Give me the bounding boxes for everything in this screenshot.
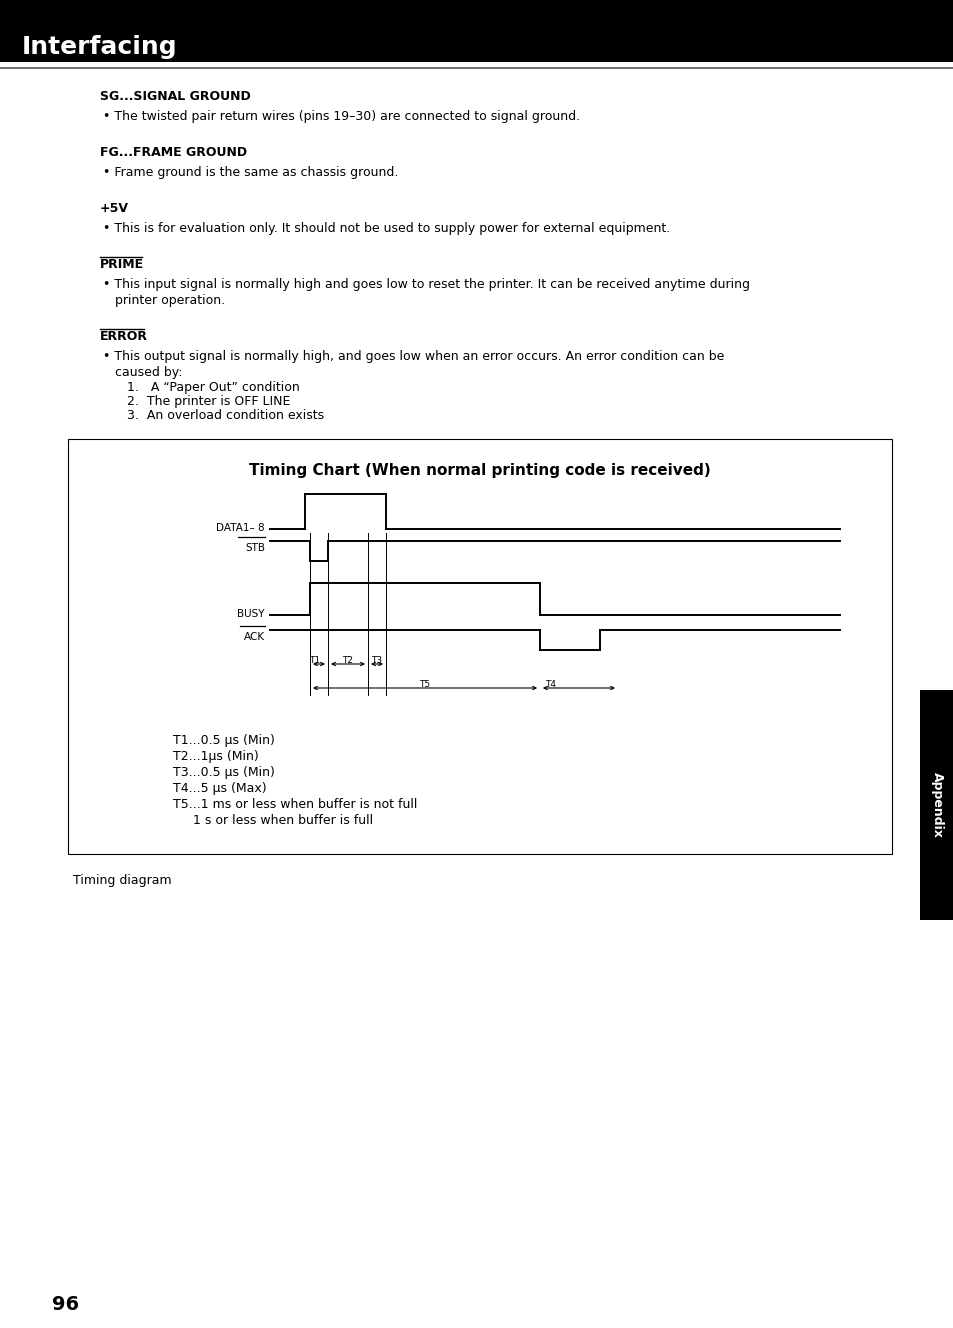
Text: T3: T3 (371, 656, 382, 665)
Text: T2...1μs (Min): T2...1μs (Min) (172, 750, 258, 764)
Text: BUSY: BUSY (237, 610, 265, 619)
Text: STB: STB (245, 543, 265, 552)
Text: 3.  An overload condition exists: 3. An overload condition exists (127, 409, 324, 422)
Text: Appendix: Appendix (929, 772, 943, 838)
Text: T2: T2 (342, 656, 354, 665)
Text: T3...0.5 μs (Min): T3...0.5 μs (Min) (172, 766, 274, 780)
Text: PRIME: PRIME (100, 258, 144, 271)
Text: FG...FRAME GROUND: FG...FRAME GROUND (100, 146, 247, 159)
Text: 1.   A “Paper Out” condition: 1. A “Paper Out” condition (127, 381, 299, 394)
Text: 1 s or less when buffer is full: 1 s or less when buffer is full (172, 814, 373, 827)
Text: DATA1– 8: DATA1– 8 (216, 523, 265, 533)
Text: T5...1 ms or less when buffer is not full: T5...1 ms or less when buffer is not ful… (172, 798, 417, 811)
Text: +5V: +5V (100, 202, 129, 215)
Text: • The twisted pair return wires (pins 19–30) are connected to signal ground.: • The twisted pair return wires (pins 19… (103, 110, 579, 124)
Text: caused by:: caused by: (115, 367, 182, 378)
Bar (68, 440, 891, 854)
Text: Timing diagram: Timing diagram (73, 874, 172, 887)
Text: • Frame ground is the same as chassis ground.: • Frame ground is the same as chassis gr… (103, 166, 398, 179)
Text: • This output signal is normally high, and goes low when an error occurs. An err: • This output signal is normally high, a… (103, 351, 723, 363)
Text: 2.  The printer is OFF LINE: 2. The printer is OFF LINE (127, 394, 290, 408)
Text: printer operation.: printer operation. (115, 293, 225, 307)
Text: T5: T5 (419, 680, 430, 689)
Bar (919, 691, 953, 920)
Text: • This input signal is normally high and goes low to reset the printer. It can b: • This input signal is normally high and… (103, 278, 749, 291)
Text: • This is for evaluation only. It should not be used to supply power for externa: • This is for evaluation only. It should… (103, 222, 670, 235)
Text: T1: T1 (309, 656, 320, 665)
Text: Timing Chart (When normal printing code is received): Timing Chart (When normal printing code … (249, 463, 710, 478)
Text: Interfacing: Interfacing (22, 35, 177, 58)
Text: ACK: ACK (244, 632, 265, 641)
Text: T4: T4 (544, 680, 556, 689)
Text: T1...0.5 μs (Min): T1...0.5 μs (Min) (172, 734, 274, 746)
Text: T4...5 μs (Max): T4...5 μs (Max) (172, 782, 266, 795)
Text: SG...SIGNAL GROUND: SG...SIGNAL GROUND (100, 90, 251, 104)
Text: 96: 96 (52, 1295, 79, 1313)
Bar (0, 0, 953, 62)
Text: ERROR: ERROR (100, 329, 148, 343)
